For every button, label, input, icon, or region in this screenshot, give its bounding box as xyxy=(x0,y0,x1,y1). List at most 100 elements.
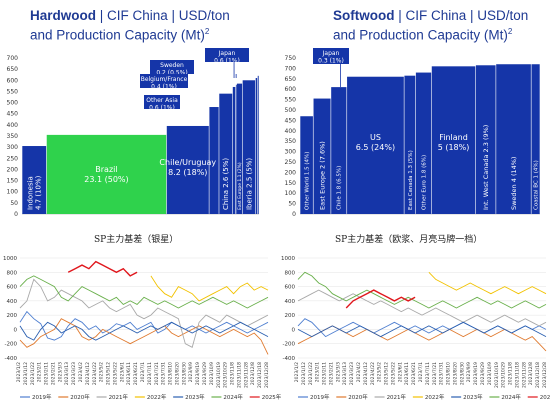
callout-box xyxy=(144,95,180,109)
softwood-title-rest: | CIF China | USD/ton xyxy=(394,8,529,23)
callout-text: 0.2 (0.5%) xyxy=(156,70,187,77)
series-line xyxy=(19,321,269,341)
callout-text: Sweden xyxy=(160,62,184,69)
x-tick-label: 2023/2/1 xyxy=(315,362,321,382)
y-tick-label: 200 xyxy=(285,169,297,176)
y-tick-label: 600 xyxy=(285,285,296,291)
hardwood-title-rest: | CIF China | USD/ton xyxy=(96,8,230,23)
x-tick-label: 2023/1/22 xyxy=(308,362,314,385)
cost-bar xyxy=(300,116,313,214)
legend-label: 2023年 xyxy=(185,393,205,401)
x-tick-label: 2023/9/19 xyxy=(473,362,479,385)
legend-label: 2025年 xyxy=(262,393,282,401)
cost-bar xyxy=(257,75,259,214)
x-tick-label: 2023/12/18 xyxy=(257,362,263,388)
legend-label: 2021年 xyxy=(109,393,129,401)
bar-label: Finland xyxy=(439,133,468,142)
callout-text: Japan xyxy=(218,50,236,57)
bar-label: 23.1 (50%) xyxy=(84,175,128,184)
x-tick-label: 2023/11/8 xyxy=(508,362,514,385)
bar-label: Chile 1.8 (6.5%) xyxy=(337,166,343,210)
legend-label: 2024年 xyxy=(223,393,243,401)
legend-label: 2021年 xyxy=(387,393,407,401)
callout-box xyxy=(150,60,194,74)
legend-label: 2025年 xyxy=(540,393,550,401)
callout-text: Belgium/France xyxy=(141,76,188,83)
callout-box xyxy=(313,48,349,64)
x-tick-label: 2023/9/9 xyxy=(466,362,472,382)
x-tick-label: 2023/1/22 xyxy=(30,362,36,385)
bar-label: East Europe 1.1 (2%) xyxy=(237,162,243,210)
bar-label: Chile/Uruguay xyxy=(159,158,216,167)
cost-bar xyxy=(475,65,496,214)
y-tick-label: 0 xyxy=(292,211,296,218)
y-tick-label: 1000 xyxy=(281,256,295,262)
x-tick-label: 2023/6/11 xyxy=(404,362,410,385)
y-tick-label: 600 xyxy=(7,285,18,291)
y-tick-label: 450 xyxy=(285,117,297,124)
x-tick-label: 2023/7/1 xyxy=(140,362,146,382)
x-tick-label: 2023/7/21 xyxy=(432,362,438,385)
y-tick-label: 0 xyxy=(14,211,18,218)
series-line xyxy=(19,275,269,309)
y-tick-label: -200 xyxy=(283,342,296,348)
y-tick-label: 750 xyxy=(285,55,297,62)
y-tick-label: 0 xyxy=(14,327,18,333)
y-tick-label: 600 xyxy=(285,86,297,93)
bar-label: Brazil xyxy=(95,165,117,174)
cost-bar xyxy=(404,75,416,215)
bar-label: Other Euro 1.8 (6%) xyxy=(421,155,427,210)
x-tick-label: 2023/12/8 xyxy=(528,362,534,385)
hardwood-title: Hardwood | CIF China | USD/ton and Produ… xyxy=(30,8,230,44)
bar-label: Iberia 2.5 (5%) xyxy=(245,158,253,210)
x-tick-label: 2023/12/28 xyxy=(264,362,270,388)
x-tick-label: 2023/8/20 xyxy=(452,362,458,385)
series-line xyxy=(297,271,547,309)
x-tick-label: 2023/10/9 xyxy=(487,362,493,385)
x-tick-label: 2023/5/2 xyxy=(99,362,105,382)
y-tick-label: 400 xyxy=(7,299,18,305)
cost-bar xyxy=(255,78,258,214)
x-tick-label: 2023/1/2 xyxy=(16,362,22,382)
x-tick-label: 2023/4/12 xyxy=(85,362,91,385)
bar-label: Indonesia xyxy=(27,176,35,210)
callout-box xyxy=(205,48,249,62)
legend-label: 2022年 xyxy=(425,393,445,401)
cost-bar xyxy=(46,134,167,214)
callout-text: Other Asia xyxy=(146,97,178,104)
x-tick-label: 2023/11/18 xyxy=(514,362,520,388)
y-tick-label: 250 xyxy=(285,159,297,166)
y-tick-label: 700 xyxy=(285,65,297,72)
cost-bar xyxy=(347,76,404,214)
x-tick-label: 2023/1/12 xyxy=(301,362,307,385)
bar-label: 4.7 (10%) xyxy=(35,175,43,210)
x-tick-label: 2023/6/21 xyxy=(411,362,417,385)
x-tick-label: 2023/8/10 xyxy=(168,362,174,385)
cost-bar xyxy=(235,84,237,214)
series-line xyxy=(19,310,269,341)
series-line xyxy=(67,260,138,277)
y-tick-label: 150 xyxy=(285,180,297,187)
x-tick-label: 2023/11/28 xyxy=(521,362,527,388)
bar-label: US xyxy=(370,133,381,142)
hardwood-title-bold: Hardwood xyxy=(30,8,96,23)
y-tick-label: 50 xyxy=(10,200,18,207)
bar-label: 6.5 (24%) xyxy=(356,143,395,152)
softwood-title-line2: and Production Capacity (Mt) xyxy=(333,27,508,43)
series-line xyxy=(345,289,416,309)
x-tick-label: 2023/12/18 xyxy=(535,362,541,388)
y-tick-label: 700 xyxy=(7,55,19,62)
bar-label: China 2.6 (5%) xyxy=(222,158,230,210)
y-tick-label: 650 xyxy=(285,76,297,83)
bar-label: 8.2 (18%) xyxy=(168,168,207,177)
y-tick-label: 0 xyxy=(292,327,296,333)
basis-euro-pulp-title: SP主力基差（欧浆、月亮马牌一档） xyxy=(335,235,483,245)
x-tick-label: 2023/7/21 xyxy=(154,362,160,385)
x-tick-label: 2023/2/21 xyxy=(50,362,56,385)
y-tick-label: 450 xyxy=(7,111,19,118)
softwood-title-sup: 2 xyxy=(507,27,513,36)
x-tick-label: 2023/9/29 xyxy=(202,362,208,385)
x-tick-label: 2023/2/11 xyxy=(322,362,328,385)
